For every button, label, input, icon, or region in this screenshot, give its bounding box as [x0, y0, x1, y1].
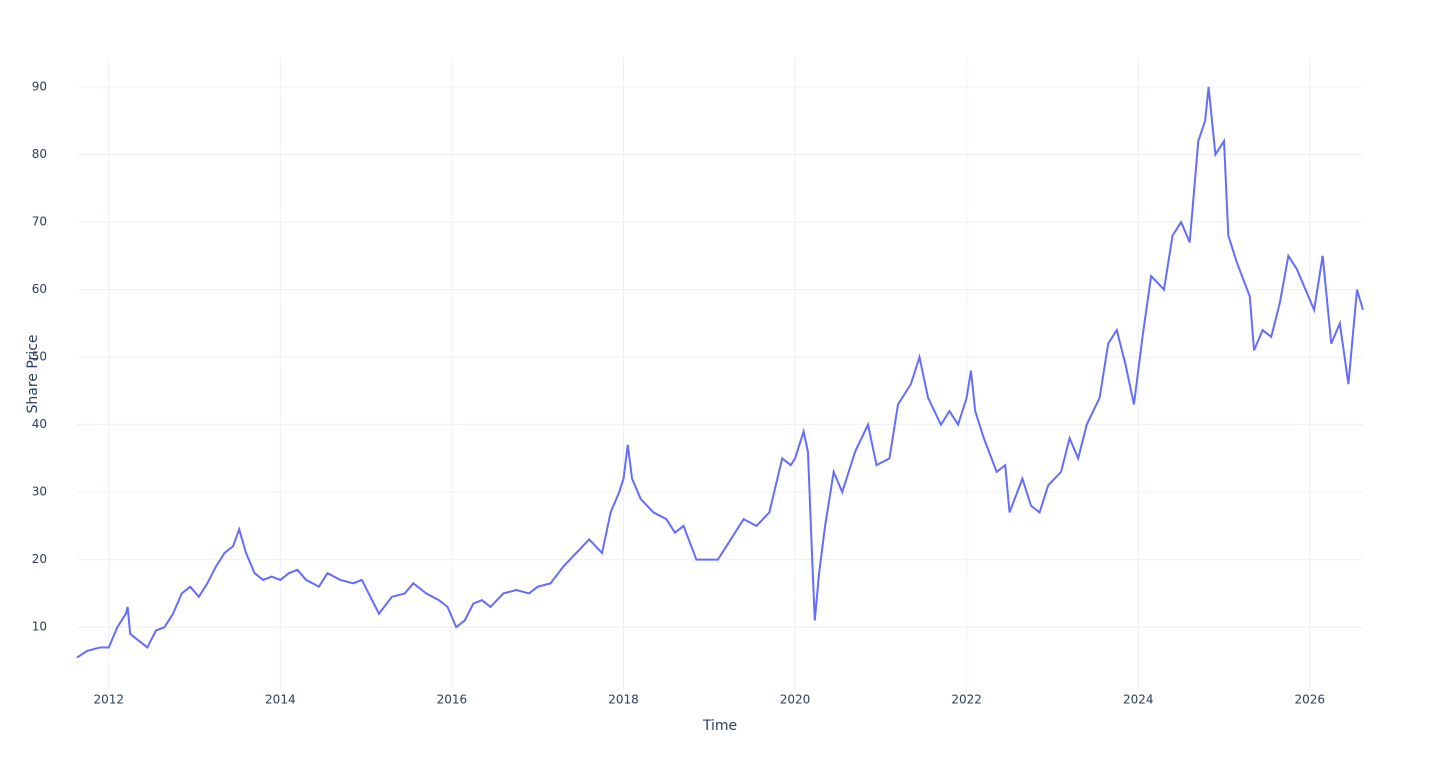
- line-series: [76, 86, 1364, 659]
- y-tick-label: 80: [32, 147, 47, 161]
- y-axis-title: Share Price: [25, 334, 41, 413]
- y-tick-label: 10: [32, 620, 47, 634]
- y-tick-label: 70: [32, 215, 47, 229]
- y-tick-label: 50: [32, 350, 47, 364]
- x-tick-label: 2016: [437, 693, 468, 707]
- x-tick-label: 2022: [951, 693, 982, 707]
- y-tick-label: 40: [32, 417, 47, 431]
- x-tick-label: 2018: [608, 693, 639, 707]
- x-tick-label: 2014: [265, 693, 296, 707]
- y-tick-label: 30: [32, 485, 47, 499]
- x-tick-label: 2012: [93, 693, 124, 707]
- x-tick-label: 2026: [1295, 693, 1326, 707]
- x-tick-label: 2024: [1123, 693, 1154, 707]
- x-axis-title: Time: [702, 718, 737, 734]
- y-tick-label: 90: [32, 80, 47, 94]
- x-tick-label: 2020: [780, 693, 811, 707]
- y-tick-label: 60: [32, 282, 47, 296]
- y-tick-label: 20: [32, 552, 47, 566]
